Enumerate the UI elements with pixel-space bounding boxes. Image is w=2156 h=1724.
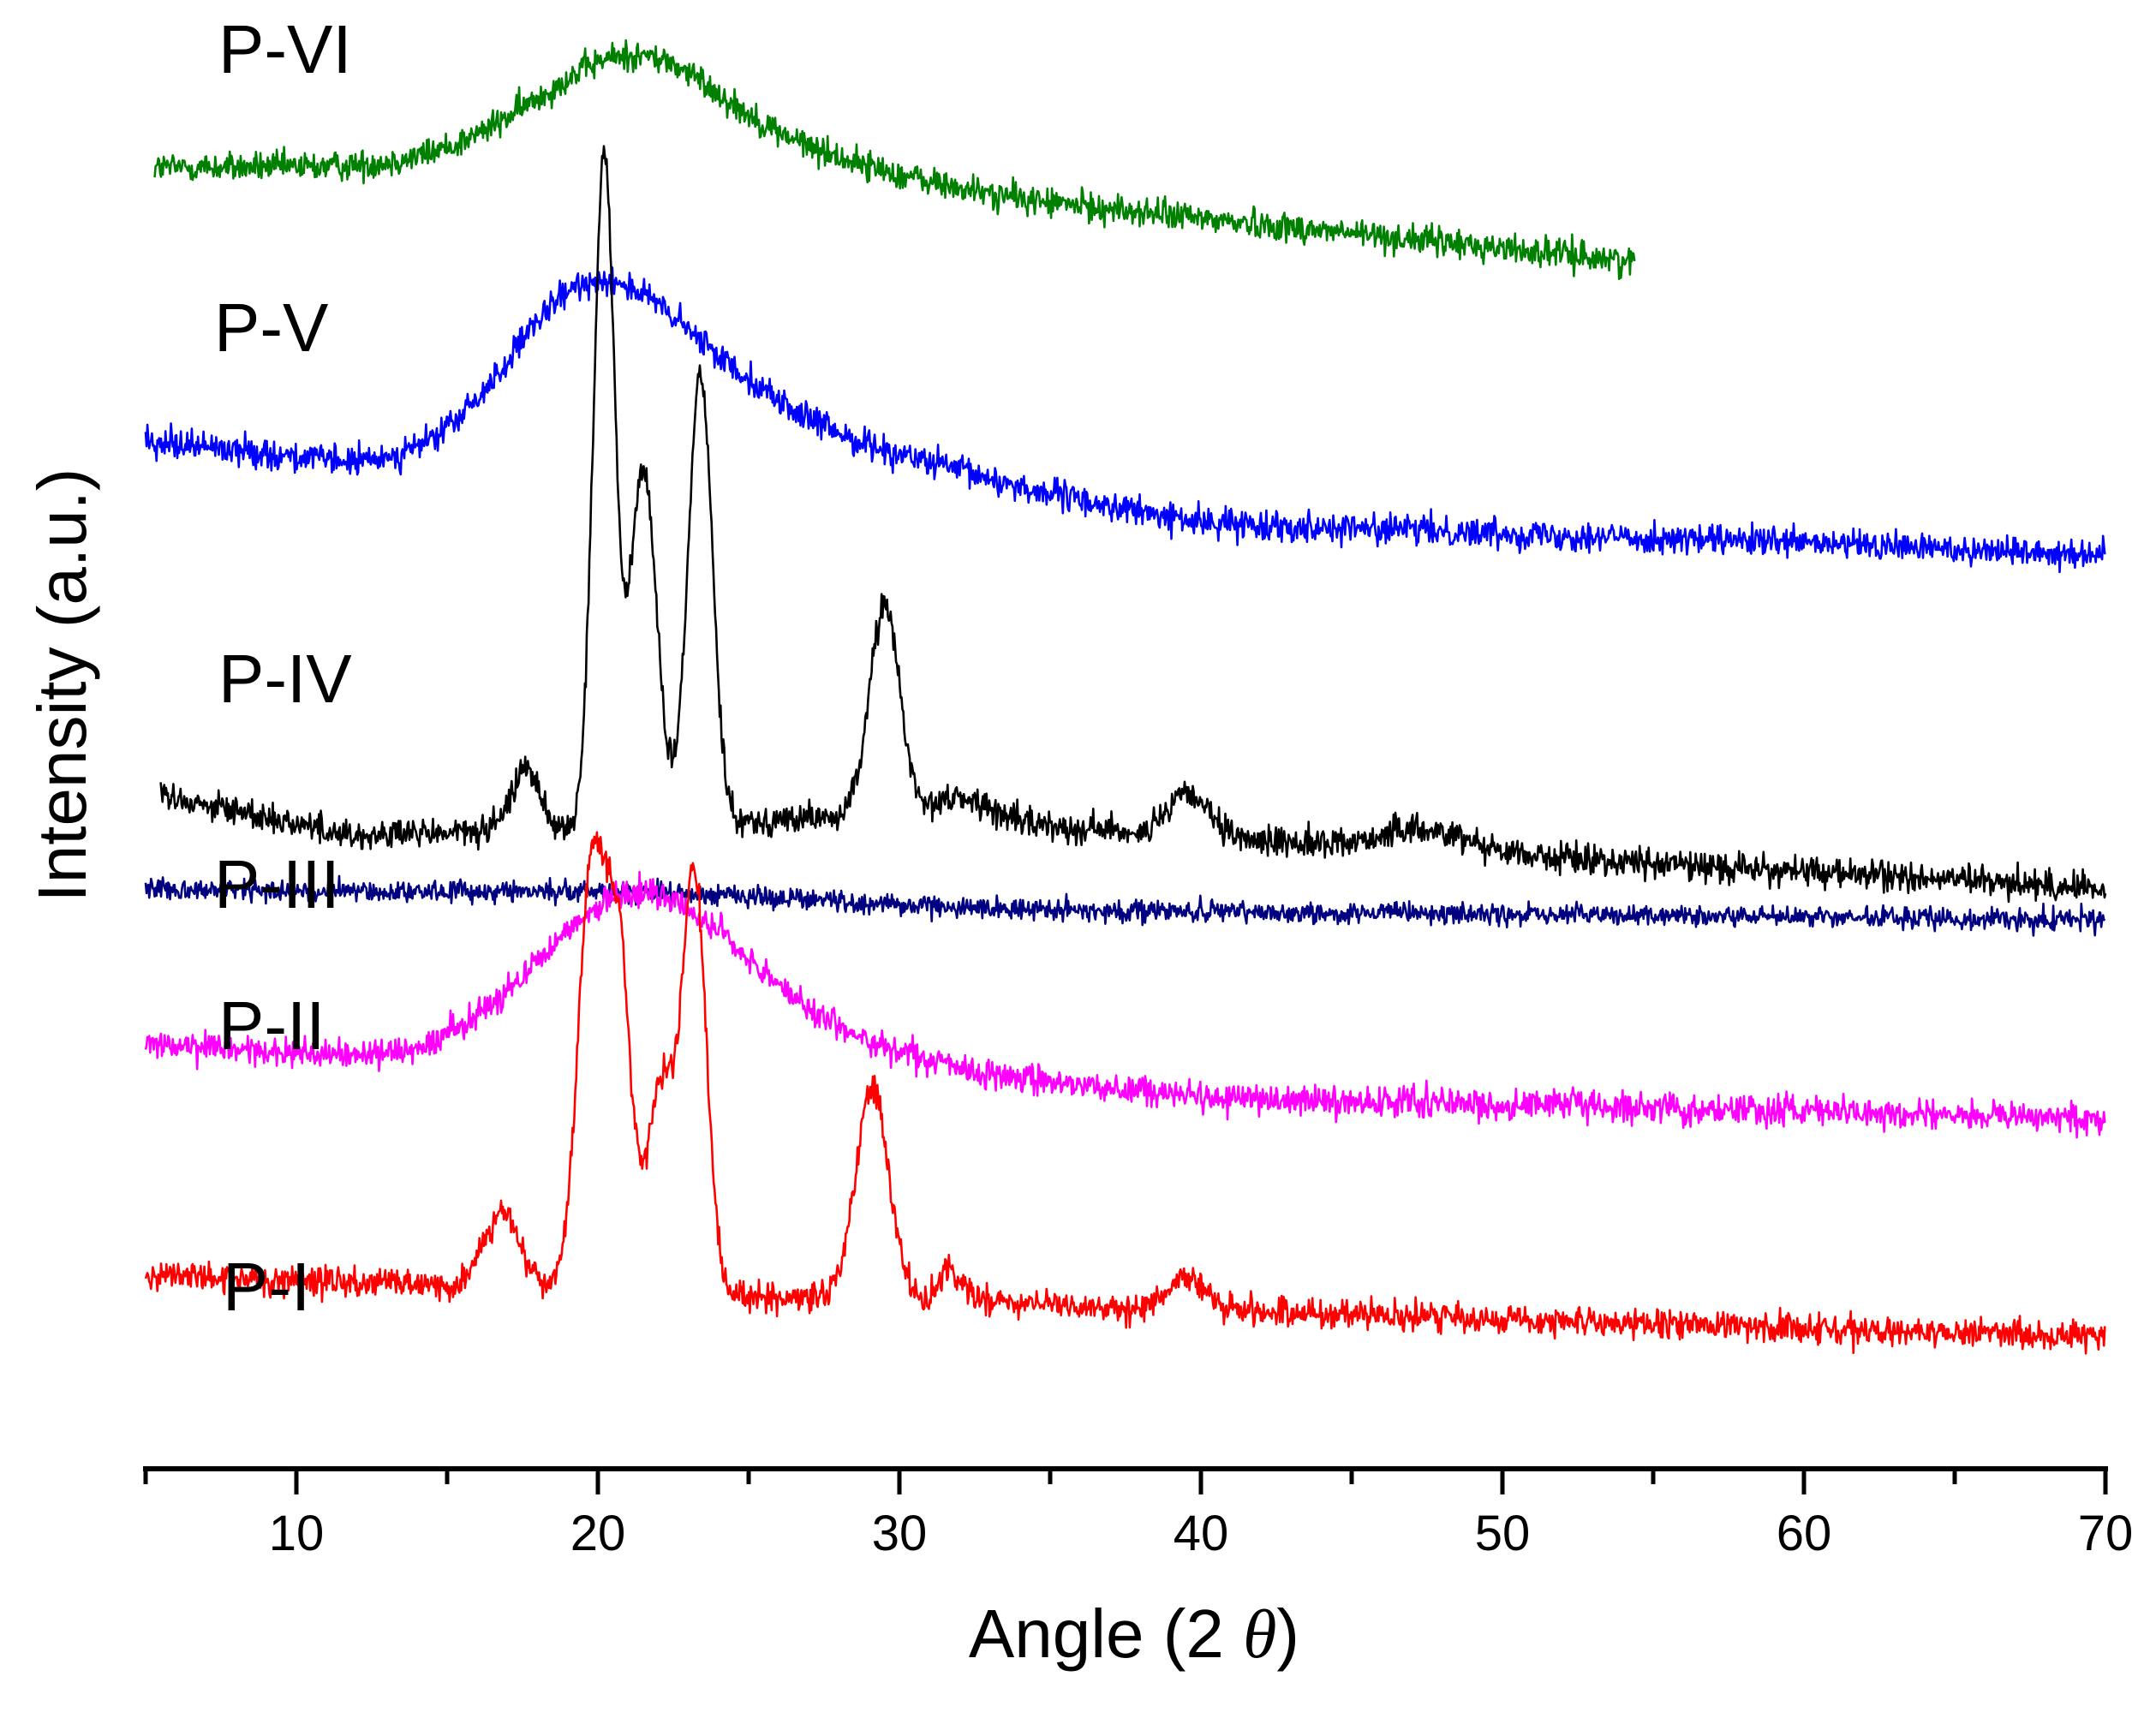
x-axis-title-suffix: ) — [1276, 1596, 1299, 1672]
series-label-p-ii: P-II — [218, 987, 325, 1064]
series-label-p-vi: P-VI — [218, 11, 352, 87]
x-axis-title-prefix: Angle (2 — [969, 1596, 1243, 1672]
series-line-p-iv — [159, 145, 2107, 904]
series-label-p-i: P-I — [223, 1249, 310, 1325]
x-axis-title-theta: θ — [1243, 1597, 1276, 1673]
series-label-p-iii: P-III — [214, 846, 340, 922]
series-line-p-iii — [144, 874, 2106, 937]
x-tick-label-50: 50 — [1475, 1506, 1531, 1561]
x-tick-label-10: 10 — [269, 1506, 325, 1561]
y-axis-title: Intensity (a.u.) — [24, 468, 100, 903]
x-tick-label-20: 20 — [570, 1506, 626, 1561]
series-label-p-iv: P-IV — [218, 641, 352, 717]
x-axis-title: Angle (2 θ) — [969, 1596, 1299, 1673]
series-traces — [144, 39, 2107, 1355]
x-axis-tick-labels: 10 20 30 40 50 60 70 — [269, 1506, 2134, 1561]
series-line-p-vi — [153, 39, 1636, 281]
x-axis-ticks — [143, 1469, 2108, 1494]
x-tick-label-30: 30 — [872, 1506, 928, 1561]
series-labels: P-VI P-V P-IV P-III P-II P-I — [214, 11, 352, 1325]
series-label-p-v: P-V — [214, 289, 329, 366]
x-tick-label-70: 70 — [2078, 1506, 2134, 1561]
x-tick-label-60: 60 — [1777, 1506, 1832, 1561]
series-line-p-v — [144, 266, 2106, 574]
x-tick-label-40: 40 — [1174, 1506, 1229, 1561]
series-line-p-ii — [144, 870, 2106, 1139]
series-line-p-i — [144, 831, 2106, 1355]
